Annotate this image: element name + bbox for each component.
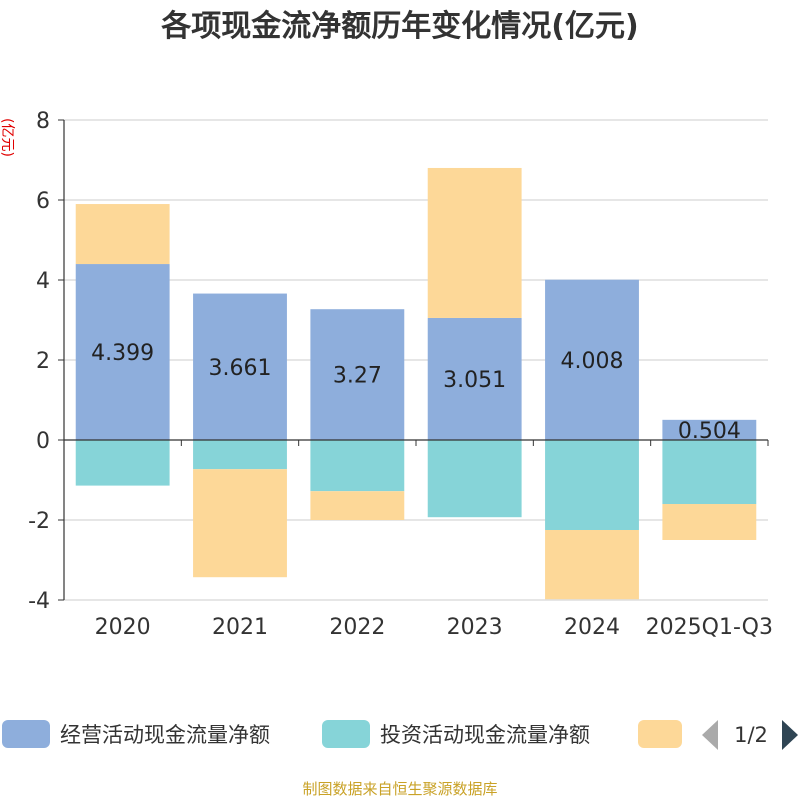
bar-series-0-2020[interactable] [75, 264, 170, 440]
y-tick-label: -2 [28, 509, 50, 534]
bar-series-0-2022[interactable] [310, 309, 405, 440]
legend-swatch-series-0[interactable] [2, 720, 50, 748]
bar-series-1-2025Q1-Q3[interactable] [662, 440, 757, 504]
data-label-2020: 4.399 [91, 341, 154, 366]
legend-next-icon[interactable] [782, 720, 798, 750]
y-tick-label: 2 [36, 349, 50, 374]
bar-series-2-2023[interactable] [427, 167, 522, 318]
axes [63, 120, 769, 600]
y-tick-label: 0 [36, 429, 50, 454]
legend-pager: 1/2 [734, 723, 768, 747]
legend-label-series-1[interactable]: 投资活动现金流量净额 [380, 723, 590, 747]
bar-series-2-2024[interactable] [545, 530, 639, 600]
data-label-2023: 3.051 [443, 368, 506, 393]
x-tick-label-2021: 2021 [212, 615, 268, 640]
bar-series-1-2022[interactable] [310, 440, 405, 492]
data-labels: 4.399 3.661 3.27 3.051 4.008 0.504 [91, 341, 741, 444]
bar-series-0-2024[interactable] [545, 279, 639, 440]
bar-series-1-2020[interactable] [75, 440, 170, 486]
y-tick-labels: -4 -2 0 2 4 6 8 [28, 109, 50, 614]
bars [75, 167, 757, 600]
bar-series-1-2021[interactable] [193, 440, 287, 470]
y-tick-label: 8 [36, 109, 50, 134]
legend-label-series-0[interactable]: 经营活动现金流量净额 [60, 723, 270, 747]
x-tick-label-2025Q1-Q3: 2025Q1-Q3 [646, 615, 773, 640]
bar-series-2-2025Q1-Q3[interactable] [662, 504, 757, 540]
chart-title: 各项现金流净额历年变化情况(亿元) [160, 9, 638, 44]
data-label-2021: 3.661 [209, 356, 272, 381]
y-tick-label: 4 [36, 269, 50, 294]
data-label-2025Q1-Q3: 0.504 [678, 419, 741, 444]
x-tick-labels: 2020 2021 2022 2023 2024 2025Q1-Q3 [95, 615, 773, 640]
bar-series-2-2022[interactable] [310, 491, 405, 520]
y-axis-label: (亿元) [0, 118, 15, 157]
legend-swatch-series-1[interactable] [322, 720, 370, 748]
data-label-2024: 4.008 [561, 349, 624, 374]
legend: 经营活动现金流量净额 投资活动现金流量净额 1/2 [2, 720, 798, 750]
source-note: 制图数据来自恒生聚源数据库 [302, 780, 497, 798]
data-label-2022: 3.27 [333, 364, 382, 389]
bar-series-2-2021[interactable] [193, 469, 287, 578]
legend-swatch-series-2[interactable] [638, 720, 682, 748]
bar-series-0-2021[interactable] [193, 293, 287, 440]
y-tick-label: 6 [36, 189, 50, 214]
x-tick-label-2023: 2023 [447, 615, 503, 640]
bar-series-2-2020[interactable] [75, 204, 170, 265]
x-tick-label-2022: 2022 [329, 615, 385, 640]
y-tick-label: -4 [28, 589, 50, 614]
legend-prev-icon[interactable] [702, 720, 718, 750]
bar-series-1-2024[interactable] [545, 440, 639, 530]
bar-series-0-2025Q1-Q3[interactable] [662, 419, 757, 440]
bar-series-0-2023[interactable] [427, 317, 522, 440]
x-tick-label-2024: 2024 [564, 615, 620, 640]
x-tick-label-2020: 2020 [95, 615, 151, 640]
bar-series-1-2023[interactable] [427, 440, 522, 518]
